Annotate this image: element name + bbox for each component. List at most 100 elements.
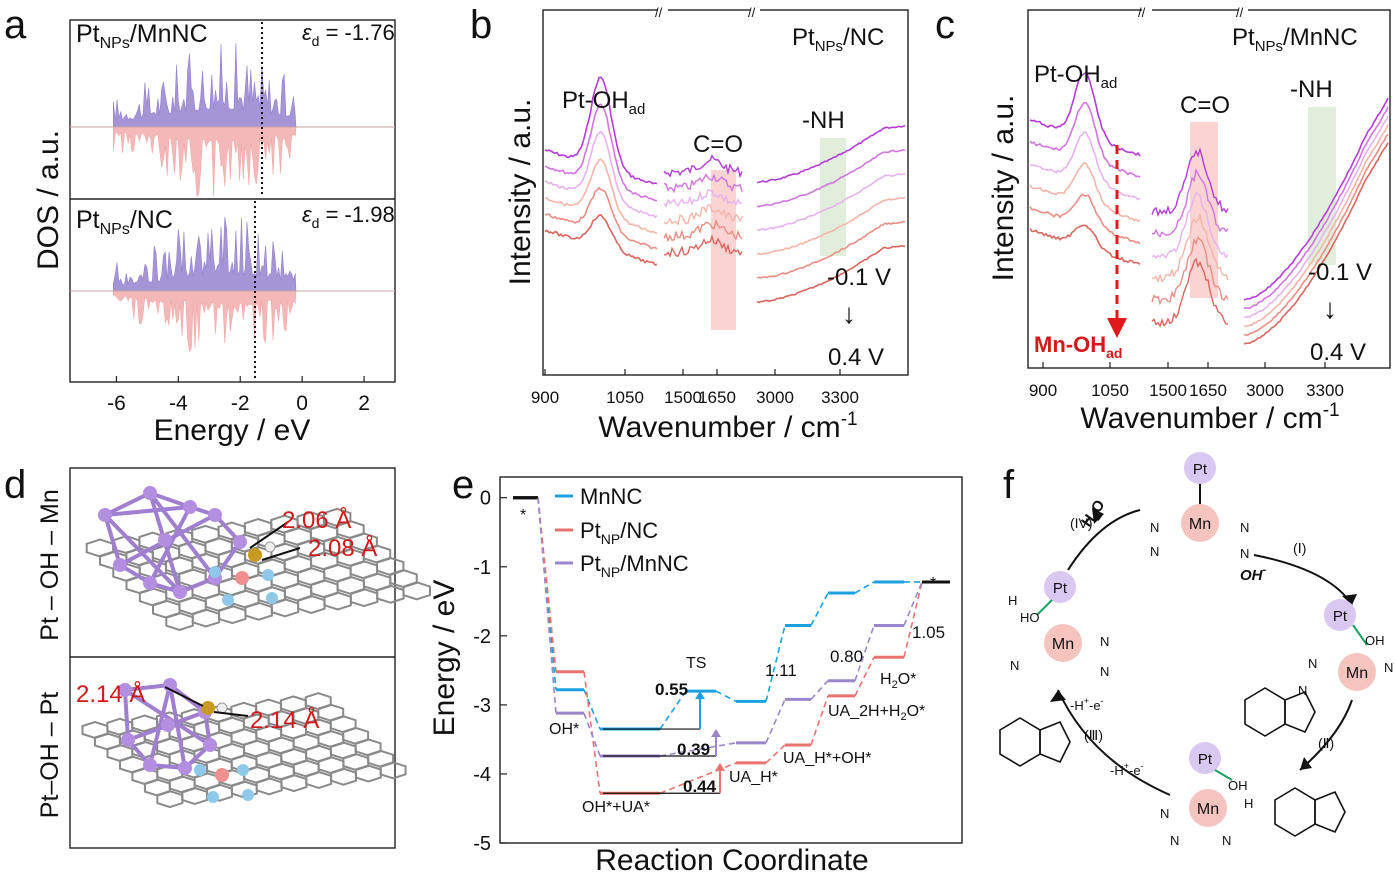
hydrogen-atom-top	[264, 541, 276, 553]
co-band-b	[711, 170, 736, 330]
panel_b-xtick-label: 3300	[821, 388, 859, 407]
panel-b-break-1: //	[655, 5, 663, 20]
bond-pointer-1	[249, 521, 289, 549]
arrow-step-3	[1057, 689, 1171, 796]
panel-a-frame	[69, 19, 396, 383]
energy-connector-2-5	[810, 680, 829, 700]
energy-connector-0-0	[537, 497, 557, 690]
panel_c-spectrum-1-region-3	[1243, 106, 1389, 309]
panel_c-xtick-label: 1050	[1091, 381, 1129, 400]
panel_b-spectrum-0-region-3	[756, 124, 906, 184]
uric-acid-left	[999, 717, 1071, 767]
panel-label-e: e	[452, 463, 474, 507]
arrowhead-4	[1092, 508, 1104, 524]
he-label-2: -H+-e-	[1110, 761, 1144, 778]
svg-text:N: N	[1010, 658, 1019, 673]
barrier-mnnc-ts: 0.55	[655, 680, 688, 699]
n-atoms-top	[209, 566, 278, 606]
graphene-ring	[330, 767, 357, 786]
step-3-label: (Ⅲ)	[1084, 727, 1103, 743]
uric-acid-bottom	[1274, 787, 1346, 837]
graphene-ring	[181, 786, 209, 805]
energy-connector-2-2	[659, 742, 737, 757]
panel_c-xtick-label: 1500	[1149, 381, 1187, 400]
svg-text:N: N	[1298, 683, 1307, 698]
panel-a-xtick-label: 0	[296, 392, 308, 415]
mn-node-top	[1181, 504, 1219, 542]
panel-b-voltage-arrow: ↓	[842, 298, 856, 329]
svg-text:Pt: Pt	[1333, 608, 1348, 625]
dos-bottom-spin-down	[112, 290, 297, 353]
bond-pointer-4	[213, 711, 249, 717]
panel_c-spectrum-4-region-1	[1029, 193, 1141, 245]
svg-text:N: N	[1240, 546, 1249, 561]
graphene-ring	[255, 777, 283, 796]
graphene-ring	[244, 601, 273, 621]
panel-c-voltage-arrow: ↓	[1323, 293, 1337, 324]
state-label-ua2h: UA_2H+H2O*	[828, 703, 925, 723]
panel-b-voltage-start: -0.1 V	[827, 264, 891, 291]
barrier-ptnc-ts: 0.44	[683, 777, 717, 796]
panel_c-spectrum-5-region-3	[1243, 142, 1389, 345]
svg-text:H: H	[1244, 796, 1253, 811]
state-label-uah: UA_H*	[729, 769, 778, 786]
panel-label-b: b	[470, 3, 492, 47]
panel_c-spectrum-1-region-1	[1029, 101, 1141, 178]
svg-text:Mn: Mn	[1197, 801, 1219, 818]
panel-c: // // PtNPs/MnNC Pt-OHad C=O -NH Mn-OHad…	[987, 5, 1391, 435]
nh-band-c	[1308, 107, 1336, 265]
panel_c-spectrum-1-region-2	[1151, 168, 1229, 238]
panel_b-xtick-label: 1500	[664, 388, 702, 407]
panel-e: 0 -1 -2 -3 -4 -5 Energy / eV Reaction Coordin…	[428, 476, 963, 873]
state-label-star-start: *	[520, 507, 526, 524]
state-label-oh: OH*	[549, 721, 579, 738]
dos-top-title: PtNPs/MnNC	[76, 20, 208, 52]
panel-c-spectra	[1029, 71, 1389, 345]
panel_c-spectrum-0-region-2	[1151, 147, 1229, 217]
panel_c-spectrum-4-region-2	[1151, 236, 1229, 306]
hydrogen-atom-bottom	[216, 702, 228, 714]
panel_b-spectrum-3-region-2	[663, 203, 743, 226]
graphene-ring	[323, 591, 352, 611]
energy-connector-1-6	[854, 656, 875, 697]
panel-b-co-label: C=O	[693, 131, 743, 158]
barrier-arrowhead-1	[711, 729, 721, 738]
panel-b-break-gap-2	[750, 8, 760, 14]
panel_c-spectrum-2-region-1	[1029, 131, 1141, 201]
svg-text:N: N	[1150, 544, 1159, 559]
barrier-ptmnnc-step: 0.80	[830, 647, 863, 666]
panel_b-spectrum-2-region-3	[756, 173, 906, 231]
arrow-step-4	[1067, 509, 1141, 571]
energy-connector-1-5	[810, 695, 829, 746]
panel-c-xlabel: Wavenumber / cm-1	[1080, 400, 1339, 435]
panel_b-spectrum-4-region-3	[756, 220, 906, 279]
panel-a-xtick-label: -4	[169, 392, 188, 415]
arrowhead-1	[1342, 594, 1357, 605]
panel-d: Pt – OH – Mn Pt–OH – Pt	[36, 467, 431, 849]
n-atoms-bottom	[194, 764, 254, 803]
graphene-ring	[349, 588, 379, 608]
panel_b-spectrum-0-region-2	[663, 154, 743, 179]
barrier-arrowhead-0	[695, 691, 705, 700]
panel_b-xtick-label: 900	[531, 388, 559, 407]
panel_c-spectrum-3-region-3	[1243, 124, 1389, 328]
panel-b-title: PtNPs/NC	[792, 24, 884, 55]
panel-d-frame	[69, 467, 396, 849]
panel-c-title: PtNPs/MnNC	[1232, 24, 1358, 55]
svg-text:N: N	[1308, 656, 1317, 671]
panel_b-spectrum-2-region-2	[663, 189, 743, 208]
svg-text:N: N	[1150, 520, 1159, 535]
panel-b-frame	[542, 9, 909, 376]
svg-text:N: N	[1384, 660, 1393, 675]
panel_c-spectrum-5-region-2	[1151, 257, 1229, 328]
dos-top-spin-up	[113, 43, 297, 128]
panel-e-ytick-label: -5	[473, 833, 491, 855]
panel-c-xticks: 900 1050 1500 1650 3000 3300	[1029, 362, 1344, 400]
graphene-sheet-bottom	[81, 692, 407, 809]
panel-c-voltage-end: 0.4 V	[1310, 339, 1366, 366]
legend-ptmnnc: PtNP/MnNC	[580, 551, 689, 580]
svg-text:H: H	[1008, 593, 1017, 608]
panel_b-spectrum-4-region-2	[663, 218, 743, 243]
panel-e-ylabel: Energy / eV	[428, 580, 461, 737]
